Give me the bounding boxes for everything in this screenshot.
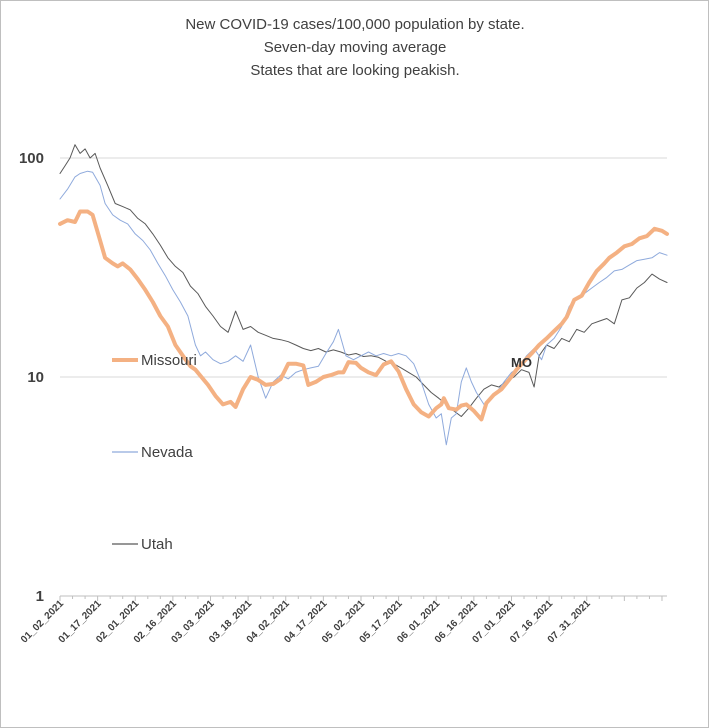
legend-label-missouri: Missouri (141, 352, 197, 369)
gridlines (60, 157, 667, 597)
y-tick-label: 1 (36, 588, 44, 605)
chart-title-line-3: States that are looking peakish. (250, 62, 459, 79)
series-line-missouri (58, 209, 669, 422)
legend-label-nevada: Nevada (141, 444, 193, 461)
series-line-nevada (59, 170, 668, 446)
legend-label-utah: Utah (141, 536, 173, 553)
legend: Missouri Nevada Utah (112, 352, 197, 553)
chart-title-line-2: Seven-day moving average (264, 39, 447, 56)
y-axis-tick-labels: 1 10 100 (19, 150, 44, 605)
series-line-utah (59, 144, 668, 417)
y-tick-label: 10 (27, 369, 44, 386)
mo-annotation: MO (511, 355, 532, 370)
chart-title: New COVID-19 cases/100,000 population by… (185, 16, 524, 79)
series-lines (58, 144, 669, 446)
y-tick-label: 100 (19, 150, 44, 167)
chart-title-line-1: New COVID-19 cases/100,000 population by… (185, 16, 524, 33)
x-axis: 01_02_202101_17_202102_01_202102_16_2021… (19, 596, 663, 645)
